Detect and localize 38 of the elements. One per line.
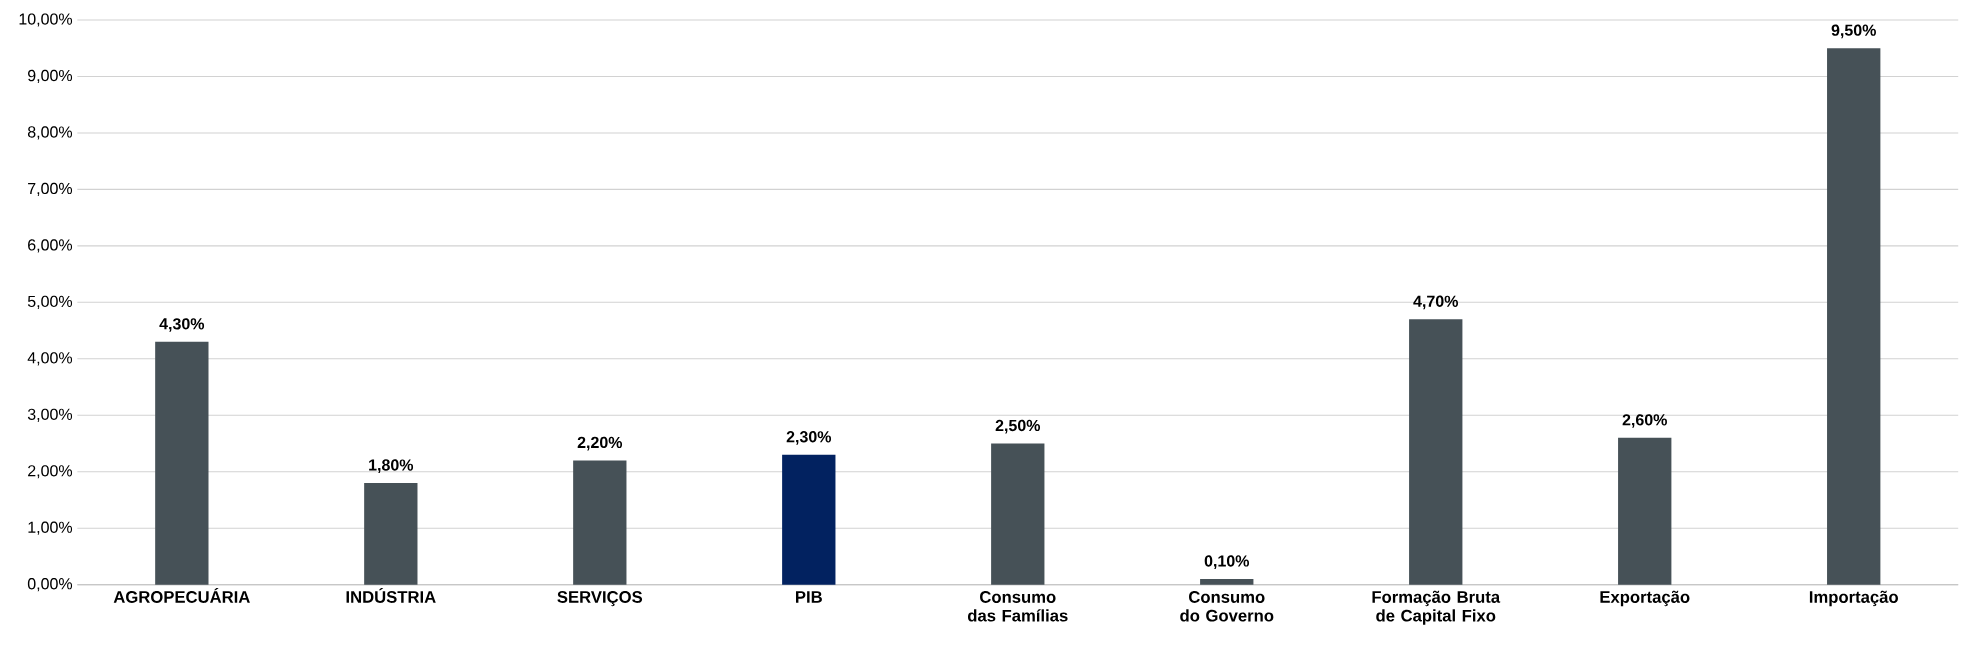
y-tick-label: 6,00% (28, 239, 73, 253)
bar (155, 341, 209, 585)
x-tick-label: Exportação (1600, 590, 1690, 607)
x-tick-label: SERVIÇOS (557, 591, 643, 607)
bar (1409, 319, 1463, 585)
x-tick-label: Importação (1809, 590, 1898, 607)
x-tick-label: AGROPECUÁRIA (113, 587, 250, 603)
bar (1618, 437, 1672, 585)
bar (364, 483, 418, 585)
bar (991, 443, 1045, 585)
data-label: 4,70% (1413, 295, 1458, 310)
data-label: 2,60% (1622, 414, 1667, 428)
data-label: 0,10% (1204, 555, 1250, 569)
x-tick-label: Formação Bruta de Capital Fixo (1372, 590, 1501, 625)
data-label: 2,50% (995, 419, 1041, 434)
x-tick-label: INDÚSTRIA (346, 587, 436, 603)
bar (573, 460, 627, 585)
bar (782, 454, 836, 585)
y-tick-label: 1,00% (28, 521, 73, 535)
data-label: 2,30% (786, 431, 832, 445)
x-tick-label: Consumo das Famílias (967, 591, 1068, 622)
bar (1200, 579, 1254, 585)
y-tick-label: 2,00% (28, 465, 73, 479)
x-tick-label: PIB (796, 591, 822, 603)
data-label: 9,50% (1831, 24, 1876, 39)
data-label: 4,30% (159, 318, 205, 332)
data-label: 2,20% (577, 436, 623, 451)
y-tick-label: 10,00% (19, 13, 73, 27)
bar (1827, 48, 1881, 585)
x-tick-label: Consumo do Governo (1180, 591, 1274, 622)
y-tick-label: 9,00% (28, 69, 73, 84)
y-tick-label: 3,00% (27, 408, 73, 422)
y-tick-label: 4,00% (27, 352, 73, 366)
y-tick-label: 7,00% (28, 182, 73, 197)
y-tick-label: 8,00% (27, 126, 73, 140)
data-label: 1,80% (369, 459, 414, 473)
y-tick-label: 5,00% (27, 295, 73, 309)
y-tick-label: 0,00% (27, 578, 73, 592)
